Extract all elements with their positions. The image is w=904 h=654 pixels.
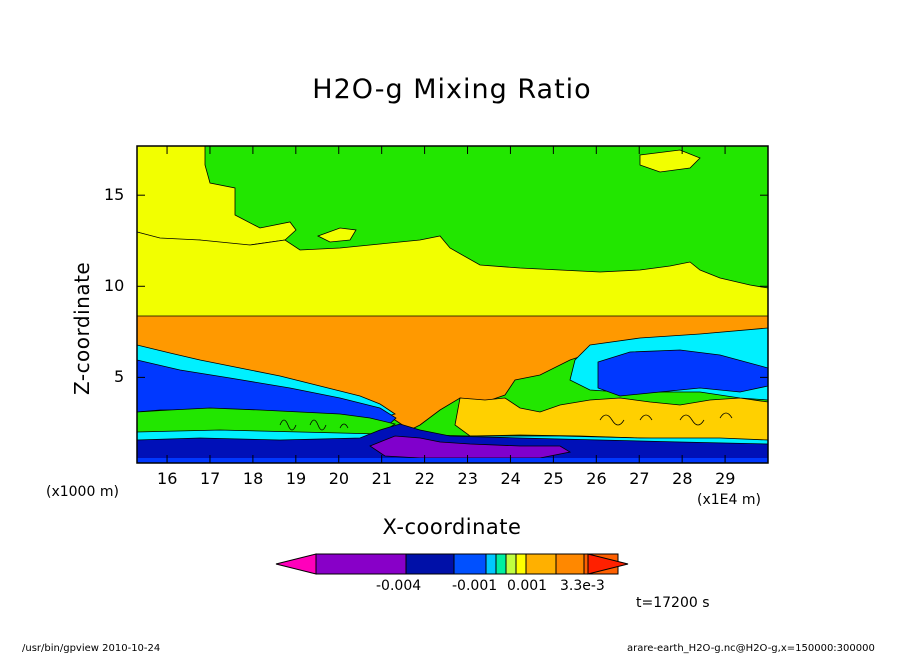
x-tick-label: 27: [629, 469, 650, 488]
colorbar-cell: [495, 553, 507, 575]
x-tick-label: 22: [414, 469, 435, 488]
contour-cyan-left: [137, 344, 396, 419]
contour-orange: [137, 315, 768, 431]
y-axis-ticks: [137, 194, 768, 378]
colorbar-cell: [405, 553, 455, 575]
contour-yellow-right-patch: [639, 149, 701, 173]
x-tick-label: 25: [543, 469, 564, 488]
colorbar-cell: [555, 553, 585, 575]
y-axis-label: Z-coordinate: [70, 261, 94, 395]
x-tick-label: 20: [328, 469, 350, 488]
x-tick-label: 19: [285, 469, 307, 488]
y-tick-label: 15: [104, 185, 125, 205]
colorbar-cell: [315, 553, 407, 575]
x-tick-label: 16: [157, 469, 178, 488]
filled-contours: [137, 146, 768, 463]
colorbar-tick-1: -0.001: [452, 578, 498, 594]
x-tick-label: 23: [457, 469, 478, 488]
colorbar-tick-2: 0.001: [507, 578, 548, 594]
x-tick-label: 29: [715, 469, 736, 488]
colorbar-left-arrow: [275, 553, 317, 575]
contour-darkblue-bottom: [137, 423, 768, 463]
x-tick-label: 24: [500, 469, 521, 488]
x-tick-label: 26: [586, 469, 607, 488]
x-tick-label: 18: [242, 469, 264, 488]
plot-frame: [136, 145, 769, 464]
contour-blue-base: [137, 458, 768, 463]
contour-yellow-blob: [316, 227, 357, 243]
contour-yellow-main: [137, 231, 768, 331]
y-tick-label: 10: [104, 276, 125, 296]
colorbar-right-arrow: [587, 553, 629, 575]
chart-title: H2O-g Mixing Ratio: [312, 74, 592, 105]
time-annotation: t=17200 s: [636, 595, 710, 611]
footer-left: /usr/bin/gpview 2010-10-24: [22, 643, 161, 654]
colorbar-cell: [505, 553, 517, 575]
x-unit-label: (x1E4 m): [697, 492, 761, 508]
contour-blue-left: [137, 359, 397, 429]
y-unit-label: (x1000 m): [46, 484, 119, 500]
colorbar-tick-3: 3.3e-3: [560, 578, 605, 594]
x-axis-label: X-coordinate: [382, 515, 522, 539]
contour-cyan-bottom: [137, 429, 768, 447]
colorbar-cell: [485, 553, 497, 575]
contour-green-lower: [137, 407, 396, 439]
contour-wisps: [279, 412, 733, 431]
contour-green-upper: [137, 146, 768, 463]
contour-yellow: [137, 146, 297, 246]
colorbar-cell: [515, 553, 527, 575]
colorbar-tick-0: -0.004: [376, 578, 422, 594]
y-tick-label: 5: [114, 367, 125, 387]
contour-cyan-right: [569, 327, 768, 401]
colorbar-cells: [315, 553, 619, 575]
colorbar-cell: [453, 553, 487, 575]
x-tick-label: 21: [371, 469, 393, 488]
contour-purple: [369, 435, 572, 459]
contour-yellow-lower-right: [454, 397, 768, 441]
colorbar-cell: [583, 553, 619, 575]
x-tick-label: 17: [199, 469, 221, 488]
colorbar-cell: [525, 553, 557, 575]
footer-right: arare-earth_H2O-g.nc@H2O-g,x=150000:3000…: [627, 643, 875, 654]
x-axis-ticks: [166, 146, 726, 463]
colorbar: [275, 553, 629, 575]
contour-blue-right: [597, 349, 768, 397]
x-tick-label: 28: [672, 469, 693, 488]
